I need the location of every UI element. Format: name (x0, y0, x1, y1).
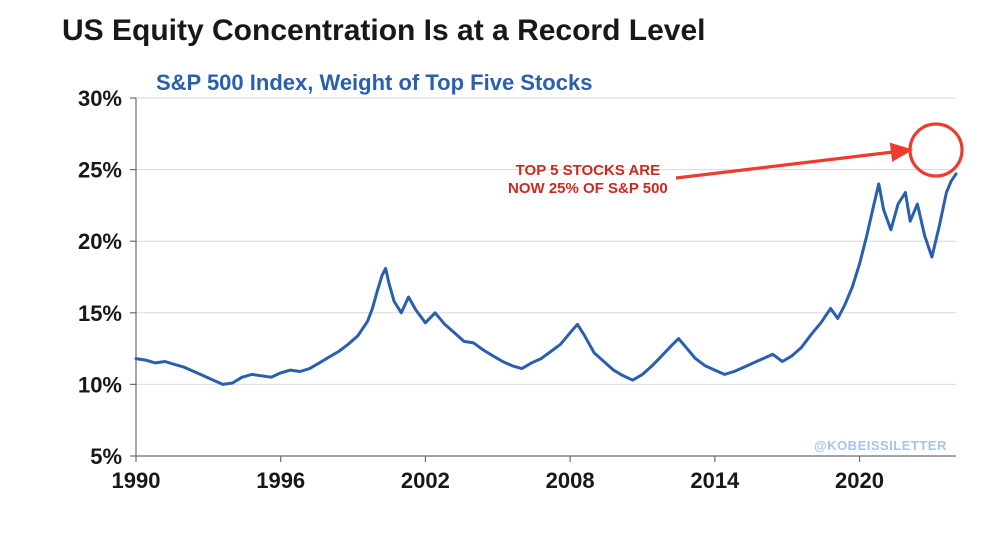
x-tick-label: 1996 (256, 468, 305, 493)
page-title: US Equity Concentration Is at a Record L… (62, 14, 705, 48)
page: US Equity Concentration Is at a Record L… (0, 0, 1000, 541)
y-tick-label: 25% (78, 158, 122, 183)
x-tick-label: 2014 (690, 468, 740, 493)
x-tick-label: 2020 (835, 468, 884, 493)
series-line (136, 174, 956, 385)
y-tick-label: 30% (78, 86, 122, 111)
y-tick-label: 20% (78, 229, 122, 254)
watermark: @KOBEISSILETTER (814, 438, 947, 453)
x-tick-label: 1990 (112, 468, 161, 493)
x-tick-label: 2008 (546, 468, 595, 493)
x-tick-label: 2002 (401, 468, 450, 493)
y-tick-label: 15% (78, 301, 122, 326)
y-tick-label: 10% (78, 372, 122, 397)
annotation-arrow (676, 150, 910, 178)
annotation-circle (910, 124, 962, 176)
y-tick-label: 5% (90, 444, 122, 469)
chart-area: S&P 500 Index, Weight of Top Five Stocks… (36, 70, 964, 510)
annotation-text: TOP 5 STOCKS ARE NOW 25% OF S&P 500 (508, 162, 668, 198)
